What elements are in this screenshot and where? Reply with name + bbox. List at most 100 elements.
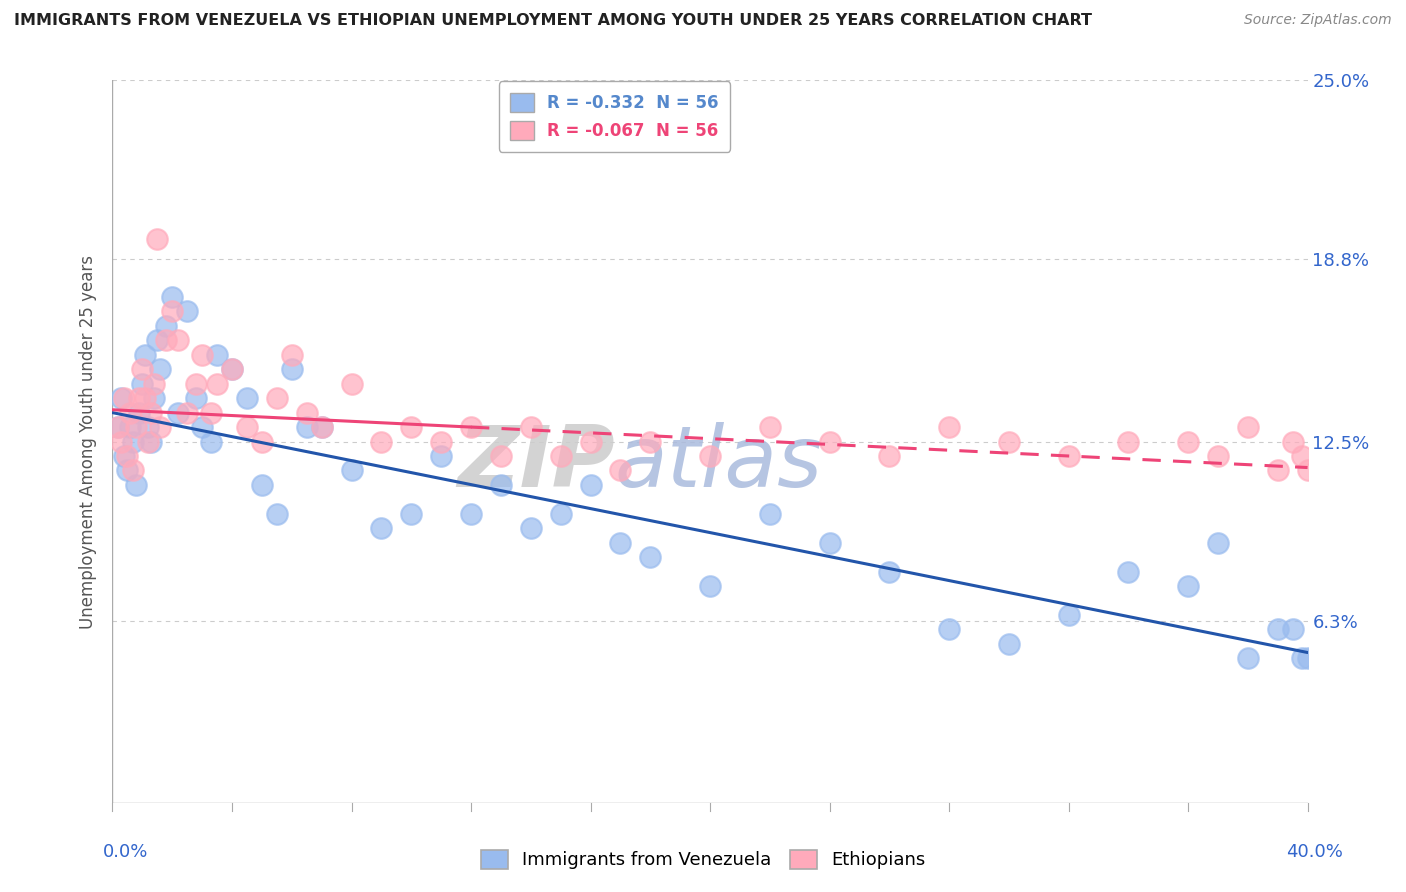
Point — [167, 406, 190, 420]
Point — [295, 406, 318, 420]
Point — [128, 406, 150, 420]
Point — [250, 478, 273, 492]
Point — [1267, 463, 1289, 477]
Point — [281, 348, 304, 362]
Point — [200, 406, 222, 420]
Point — [998, 434, 1021, 449]
Point — [149, 420, 172, 434]
Point — [117, 463, 139, 477]
Point — [162, 290, 183, 304]
Point — [759, 507, 782, 521]
Point — [122, 434, 145, 449]
Point — [191, 348, 214, 362]
Point — [110, 434, 132, 449]
Point — [250, 434, 273, 449]
Point — [122, 463, 145, 477]
Point — [200, 434, 222, 449]
Point — [134, 348, 156, 362]
Point — [295, 420, 318, 434]
Point — [1281, 434, 1303, 449]
Point — [131, 362, 153, 376]
Point — [107, 420, 129, 434]
Point — [640, 550, 662, 565]
Point — [114, 449, 135, 463]
Point — [281, 362, 304, 376]
Legend: Immigrants from Venezuela, Ethiopians: Immigrants from Venezuela, Ethiopians — [471, 841, 935, 879]
Point — [1281, 623, 1303, 637]
Point — [120, 420, 142, 434]
Text: 0.0%: 0.0% — [103, 843, 148, 861]
Point — [1177, 434, 1199, 449]
Point — [1206, 535, 1229, 549]
Point — [143, 391, 166, 405]
Point — [401, 507, 423, 521]
Point — [138, 420, 160, 434]
Point — [155, 318, 177, 333]
Point — [1057, 607, 1080, 622]
Point — [818, 535, 841, 549]
Point — [1118, 434, 1140, 449]
Point — [460, 507, 482, 521]
Point — [998, 637, 1021, 651]
Point — [1237, 420, 1260, 434]
Text: atlas: atlas — [614, 422, 823, 505]
Point — [125, 478, 148, 492]
Point — [191, 420, 214, 434]
Point — [370, 434, 392, 449]
Point — [579, 478, 602, 492]
Point — [460, 420, 482, 434]
Point — [879, 565, 901, 579]
Point — [1267, 623, 1289, 637]
Point — [489, 449, 512, 463]
Text: Source: ZipAtlas.com: Source: ZipAtlas.com — [1244, 13, 1392, 28]
Y-axis label: Unemployment Among Youth under 25 years: Unemployment Among Youth under 25 years — [79, 254, 97, 629]
Point — [550, 449, 572, 463]
Point — [236, 391, 259, 405]
Point — [155, 334, 177, 348]
Point — [186, 391, 208, 405]
Point — [141, 434, 163, 449]
Point — [221, 362, 243, 376]
Legend: R = -0.332  N = 56, R = -0.067  N = 56: R = -0.332 N = 56, R = -0.067 N = 56 — [499, 81, 730, 152]
Point — [1206, 449, 1229, 463]
Point — [401, 420, 423, 434]
Point — [699, 449, 721, 463]
Point — [759, 420, 782, 434]
Point — [430, 449, 453, 463]
Point — [143, 376, 166, 391]
Point — [818, 434, 841, 449]
Point — [266, 507, 288, 521]
Point — [938, 420, 960, 434]
Point — [162, 304, 183, 318]
Point — [110, 391, 132, 405]
Point — [1237, 651, 1260, 665]
Point — [520, 521, 543, 535]
Point — [146, 334, 169, 348]
Point — [176, 304, 198, 318]
Point — [107, 420, 129, 434]
Point — [128, 391, 150, 405]
Point — [1296, 651, 1319, 665]
Point — [520, 420, 543, 434]
Point — [149, 362, 172, 376]
Text: 40.0%: 40.0% — [1286, 843, 1343, 861]
Point — [266, 391, 288, 405]
Point — [1291, 449, 1313, 463]
Point — [141, 406, 163, 420]
Point — [340, 463, 363, 477]
Point — [340, 376, 363, 391]
Point — [609, 463, 631, 477]
Point — [125, 420, 148, 434]
Point — [205, 376, 228, 391]
Point — [550, 507, 572, 521]
Point — [699, 579, 721, 593]
Text: IMMIGRANTS FROM VENEZUELA VS ETHIOPIAN UNEMPLOYMENT AMONG YOUTH UNDER 25 YEARS C: IMMIGRANTS FROM VENEZUELA VS ETHIOPIAN U… — [14, 13, 1092, 29]
Point — [1291, 651, 1313, 665]
Text: ZIP: ZIP — [457, 422, 614, 505]
Point — [131, 376, 153, 391]
Point — [146, 232, 169, 246]
Point — [176, 406, 198, 420]
Point — [134, 391, 156, 405]
Point — [489, 478, 512, 492]
Point — [114, 391, 135, 405]
